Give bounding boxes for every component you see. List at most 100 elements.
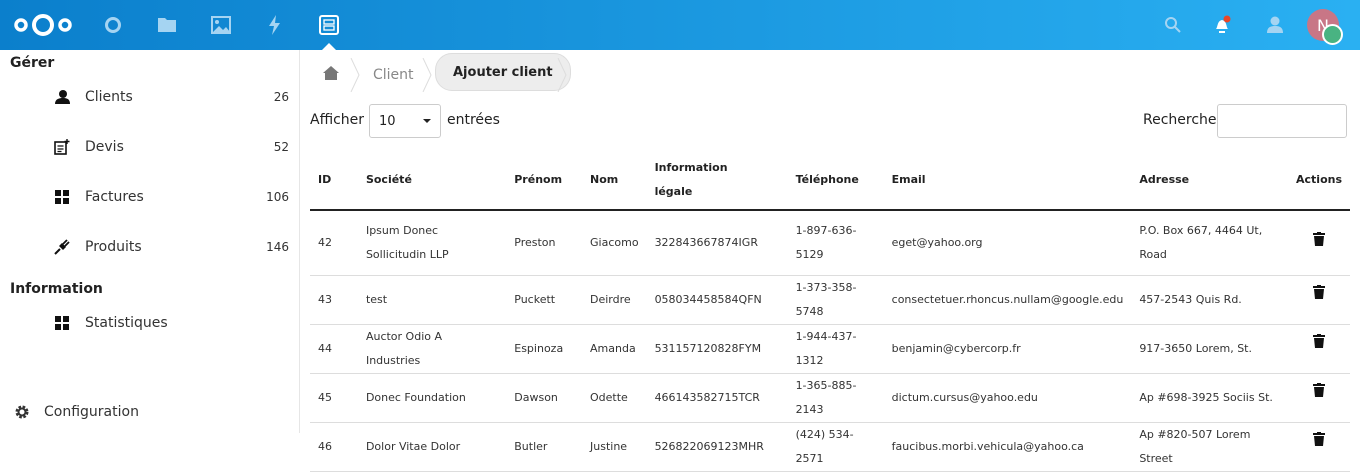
cell-info-legale: 531157120828FYM <box>646 324 788 374</box>
sidebar-item-label: Clients <box>85 89 133 105</box>
sidebar-item-count: 106 <box>266 190 289 204</box>
delete-icon[interactable] <box>1313 284 1325 302</box>
cell-actions <box>1288 210 1350 276</box>
show-label: Afficher <box>310 112 365 128</box>
top-bar: N <box>0 0 1360 50</box>
cell-actions <box>1288 275 1350 325</box>
cell-nom: Deirdre <box>582 275 647 325</box>
photos-icon[interactable] <box>209 13 233 37</box>
cell-info-legale: 466143582715TCR <box>646 373 788 423</box>
cell-societe: Donec Foundation <box>357 373 507 423</box>
table-row: 44 Auctor Odio A Industries Espinoza Amanda… <box>310 324 1350 374</box>
cell-id: 42 <box>310 210 358 276</box>
grid-icon <box>54 189 70 205</box>
cell-prenom: Butler <box>506 422 583 472</box>
user-icon <box>54 89 70 105</box>
delete-icon[interactable] <box>1313 382 1325 400</box>
cell-actions <box>1288 373 1350 423</box>
cell-telephone: 1-373-358-5748 <box>787 275 884 325</box>
cell-prenom: Espinoza <box>506 324 583 374</box>
column-header-prenom[interactable]: Prénom <box>506 150 583 211</box>
column-header-adresse[interactable]: Adresse <box>1131 150 1288 211</box>
cell-id: 45 <box>310 373 358 423</box>
breadcrumb-client[interactable]: Client <box>373 67 414 83</box>
cell-nom: Giacomo <box>582 210 647 276</box>
nextcloud-logo[interactable] <box>12 13 74 37</box>
section-header-information: Information <box>10 281 103 297</box>
add-client-button[interactable]: Ajouter client <box>435 53 571 91</box>
sidebar-item-statistiques[interactable]: Statistiques <box>0 308 300 338</box>
sidebar-item-clients[interactable]: Clients 26 <box>0 82 300 112</box>
sidebar-item-count: 146 <box>266 240 289 254</box>
table-row: 46 Dolor Vitae Dolor Butler Justine 52682206… <box>310 422 1350 472</box>
sidebar-item-devis[interactable]: Devis 52 <box>0 132 300 162</box>
sidebar-item-produits[interactable]: Produits 146 <box>0 232 300 262</box>
cell-telephone: 1-944-437-1312 <box>787 324 884 374</box>
cell-email: eget@yahoo.org <box>883 210 1132 276</box>
breadcrumb-separator <box>350 58 360 92</box>
cell-societe: test <box>357 275 507 325</box>
cell-email: consectetuer.rhoncus.nullam@google.edu <box>883 275 1132 325</box>
cell-adresse: P.O. Box 667, 4464 Ut, Road <box>1131 210 1288 276</box>
dashboard-icon[interactable] <box>101 13 125 37</box>
column-header-telephone[interactable]: Téléphone <box>787 150 884 211</box>
avatar-initial: N <box>1317 15 1329 35</box>
breadcrumb-separator <box>557 58 567 92</box>
cell-id: 46 <box>310 422 358 472</box>
sidebar-item-count: 26 <box>273 90 289 104</box>
column-header-info-legale[interactable]: Information légale <box>646 150 788 211</box>
cell-societe: Auctor Odio A Industries <box>357 324 507 374</box>
column-header-societe[interactable]: Société <box>357 150 507 211</box>
settings-button[interactable]: Configuration <box>0 397 300 427</box>
delete-icon[interactable] <box>1313 431 1325 449</box>
settings-label: Configuration <box>44 404 139 420</box>
gestion-icon[interactable] <box>317 13 341 37</box>
search-input[interactable] <box>1217 104 1347 138</box>
section-header-gerer: Gérer <box>10 55 55 71</box>
cell-adresse: 917-3650 Lorem, St. <box>1131 324 1288 374</box>
sidebar-item-factures[interactable]: Factures 106 <box>0 182 300 212</box>
sidebar-item-label: Factures <box>85 189 144 205</box>
cell-adresse: 457-2543 Quis Rd. <box>1131 275 1288 325</box>
home-breadcrumb[interactable] <box>322 65 340 85</box>
notifications-icon[interactable] <box>1210 13 1234 37</box>
chevron-down-icon <box>423 119 431 123</box>
cell-telephone: 1-897-636-5129 <box>787 210 884 276</box>
activity-icon[interactable] <box>263 13 287 37</box>
search-icon[interactable] <box>1161 13 1185 37</box>
cell-societe: Dolor Vitae Dolor <box>357 422 507 472</box>
cell-nom: Amanda <box>582 324 647 374</box>
cell-adresse: Ap #698-3925 Sociis St. <box>1131 373 1288 423</box>
cell-id: 43 <box>310 275 358 325</box>
page-size-select[interactable]: 10 <box>369 104 441 138</box>
table-header-row: ID Société Prénom Nom Information légale… <box>310 150 1350 211</box>
cell-prenom: Preston <box>506 210 583 276</box>
cell-adresse: Ap #820-507 Lorem Street <box>1131 422 1288 472</box>
column-header-email[interactable]: Email <box>883 150 1132 211</box>
page-scrollbar[interactable] <box>1360 0 1366 433</box>
delete-icon[interactable] <box>1313 232 1325 249</box>
cell-telephone: 1-365-885-2143 <box>787 373 884 423</box>
breadcrumb-separator <box>422 58 432 92</box>
clients-table: ID Société Prénom Nom Information légale… <box>310 150 1350 472</box>
delete-icon[interactable] <box>1313 333 1325 351</box>
table-row: 42 Ipsum Donec Sollicitudin LLP Preston Gia… <box>310 210 1350 276</box>
search-label: Recherche <box>1143 112 1217 128</box>
cell-email: dictum.cursus@yahoo.edu <box>883 373 1132 423</box>
column-header-id[interactable]: ID <box>310 150 358 211</box>
table-row: 45 Donec Foundation Dawson Odette 4661435827… <box>310 373 1350 423</box>
home-icon <box>323 66 339 80</box>
page-size-value: 10 <box>379 114 396 129</box>
grid-icon <box>54 315 70 331</box>
column-header-actions: Actions <box>1288 150 1350 211</box>
contacts-icon[interactable] <box>1262 13 1286 37</box>
cell-info-legale: 526822069123MHR <box>646 422 788 472</box>
plug-icon <box>54 239 70 255</box>
main-content: Client Ajouter client Afficher 10 entrée… <box>300 50 1360 472</box>
cell-nom: Justine <box>582 422 647 472</box>
files-icon[interactable] <box>155 13 179 37</box>
cell-email: faucibus.morbi.vehicula@yahoo.ca <box>883 422 1132 472</box>
sidebar-item-label: Devis <box>85 139 124 155</box>
status-indicator <box>1322 24 1343 45</box>
column-header-nom[interactable]: Nom <box>582 150 647 211</box>
